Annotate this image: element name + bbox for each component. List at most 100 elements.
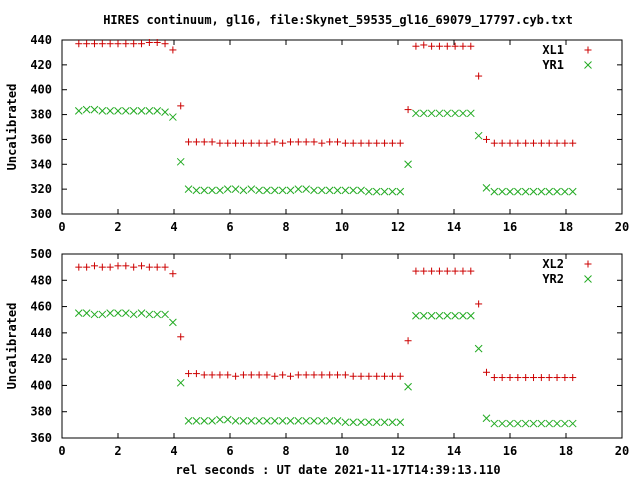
bottom-panel-data-point-xl2 — [122, 262, 130, 270]
top-panel-data-point-yr1 — [451, 109, 459, 118]
bottom-panel-data-point-xl2 — [90, 262, 98, 270]
bottom-panel-data-point-xl2 — [239, 371, 247, 379]
top-panel-data-point-xl1 — [75, 40, 83, 48]
top-panel-y-tick-label: 420 — [30, 58, 52, 72]
top-panel-data-point-yr1 — [506, 187, 514, 196]
top-panel-y-tick-label: 440 — [30, 33, 52, 47]
bottom-panel-series-xl2 — [75, 262, 577, 382]
top-panel-data-point-xl1 — [114, 40, 122, 48]
bottom-panel-data-point-yr2 — [506, 419, 514, 428]
bottom-panel-data-point-xl2 — [161, 263, 169, 271]
top-panel-data-point-yr1 — [333, 186, 342, 195]
top-panel-data-point-xl1 — [98, 40, 106, 48]
bottom-panel-data-point-xl2 — [420, 267, 428, 275]
bottom-panel-y-tick-label: 460 — [30, 300, 52, 314]
top-panel-data-point-yr1 — [521, 187, 530, 196]
bottom-panel-data-point-xl2 — [310, 371, 318, 379]
top-panel-data-point-yr1 — [184, 185, 193, 193]
bottom-panel-data-point-yr2 — [98, 310, 107, 319]
top-panel-data-point-yr1 — [231, 185, 240, 193]
top-panel-y-tick-label: 340 — [30, 157, 52, 171]
top-panel-data-point-yr1 — [208, 186, 216, 195]
bottom-panel-data-point-xl2 — [208, 371, 216, 379]
top-panel-data-point-yr1 — [294, 185, 303, 193]
bottom-panel-data-point-yr2 — [498, 419, 507, 428]
top-panel-data-point-xl1 — [224, 139, 232, 147]
top-panel-y-tick-label: 400 — [30, 83, 52, 97]
bottom-panel-data-point-yr2 — [419, 311, 428, 320]
bottom-panel-data-point-xl2 — [381, 372, 389, 380]
top-panel-data-point-xl1 — [396, 139, 404, 147]
top-panel-data-point-xl1 — [498, 139, 506, 147]
bottom-panel-data-point-yr2 — [490, 419, 499, 428]
bottom-panel-y-tick-label: 360 — [30, 431, 52, 445]
x-axis-label: rel seconds : UT date 2021-11-17T14:39:1… — [175, 463, 500, 477]
bottom-panel-data-point-xl2 — [271, 372, 279, 380]
top-panel-data-point-xl1 — [435, 42, 443, 50]
top-panel-data-point-xl1 — [506, 139, 514, 147]
top-panel-x-tick-label: 0 — [58, 220, 65, 234]
bottom-panel-data-point-xl2 — [459, 267, 467, 275]
top-panel-data-point-yr1 — [466, 109, 475, 118]
top-panel-data-point-xl1 — [365, 139, 373, 147]
top-panel-data-point-xl1 — [169, 46, 177, 54]
bottom-panel-data-point-xl2 — [357, 372, 365, 380]
top-panel-data-point-xl1 — [263, 139, 271, 147]
top-panel-data-point-xl1 — [177, 102, 185, 110]
top-panel-data-point-xl1 — [302, 138, 310, 146]
bottom-panel-data-point-yr2 — [169, 318, 177, 327]
top-panel-legend-label: XL1 — [542, 43, 564, 57]
bottom-panel-data-point-yr2 — [200, 417, 209, 425]
top-panel-legend-marker — [584, 61, 592, 69]
bottom-panel-data-point-yr2 — [357, 418, 365, 427]
bottom-panel-data-point-yr2 — [545, 419, 554, 428]
bottom-panel-data-point-xl2 — [232, 372, 240, 380]
bottom-panel-data-point-yr2 — [278, 417, 287, 425]
top-panel-data-point-xl1 — [341, 139, 349, 147]
top-panel-data-point-yr1 — [137, 106, 146, 115]
bottom-panel-data-point-xl2 — [428, 267, 436, 275]
top-panel-x-tick-label: 6 — [226, 220, 233, 234]
top-panel-data-point-yr1 — [239, 186, 248, 195]
top-panel-data-point-yr1 — [380, 187, 389, 196]
bottom-panel-data-point-yr2 — [263, 417, 271, 425]
bottom-panel-data-point-yr2 — [153, 310, 162, 319]
top-panel-data-point-xl1 — [490, 139, 498, 147]
bottom-panel-data-point-yr2 — [82, 309, 91, 317]
top-panel-data-point-yr1 — [153, 106, 162, 115]
bottom-panel-data-point-xl2 — [569, 374, 577, 382]
bottom-panel-data-point-xl2 — [475, 300, 483, 308]
top-panel-data-point-xl1 — [255, 139, 263, 147]
top-panel-data-point-yr1 — [169, 113, 177, 121]
top-panel-data-point-xl1 — [357, 139, 365, 147]
bottom-panel-data-point-xl2 — [169, 270, 177, 278]
bottom-panel-data-point-xl2 — [388, 372, 396, 380]
bottom-panel-data-point-yr2 — [192, 417, 201, 425]
top-panel-data-point-xl1 — [216, 139, 224, 147]
bottom-panel-y-tick-label: 380 — [30, 405, 52, 419]
top-panel-data-point-yr1 — [317, 186, 326, 195]
bottom-panel-data-point-yr2 — [474, 344, 483, 353]
top-panel-data-point-yr1 — [325, 186, 334, 195]
top-panel-data-point-yr1 — [412, 109, 420, 118]
top-panel: Uncalibrated 0 2 4 6 8 10 12 14 16 18 20 300 320 340 3… — [5, 33, 629, 234]
top-panel-data-point-xl1 — [388, 139, 396, 147]
top-panel-y-tick-label: 320 — [30, 182, 52, 196]
bottom-panel-data-point-yr2 — [129, 310, 138, 319]
top-panel-data-point-xl1 — [412, 42, 420, 50]
top-panel-data-point-xl1 — [537, 139, 545, 147]
bottom-panel-data-point-xl2 — [98, 263, 106, 271]
bottom-panel-data-point-yr2 — [302, 417, 311, 425]
bottom-panel-data-point-xl2 — [185, 370, 193, 378]
bottom-panel-x-tick-label: 10 — [335, 444, 349, 458]
bottom-panel-data-point-xl2 — [75, 263, 83, 271]
bottom-panel-data-point-yr2 — [459, 311, 467, 320]
top-panel-data-point-xl1 — [122, 40, 130, 48]
bottom-panel-data-point-yr2 — [184, 417, 193, 425]
bottom-panel-data-point-xl2 — [216, 371, 224, 379]
top-panel-x-tick-label: 16 — [503, 220, 517, 234]
top-panel-data-point-yr1 — [270, 186, 279, 195]
top-panel-data-point-xl1 — [420, 41, 428, 49]
bottom-panel-data-point-xl2 — [247, 371, 255, 379]
bottom-panel-data-point-yr2 — [553, 419, 561, 428]
